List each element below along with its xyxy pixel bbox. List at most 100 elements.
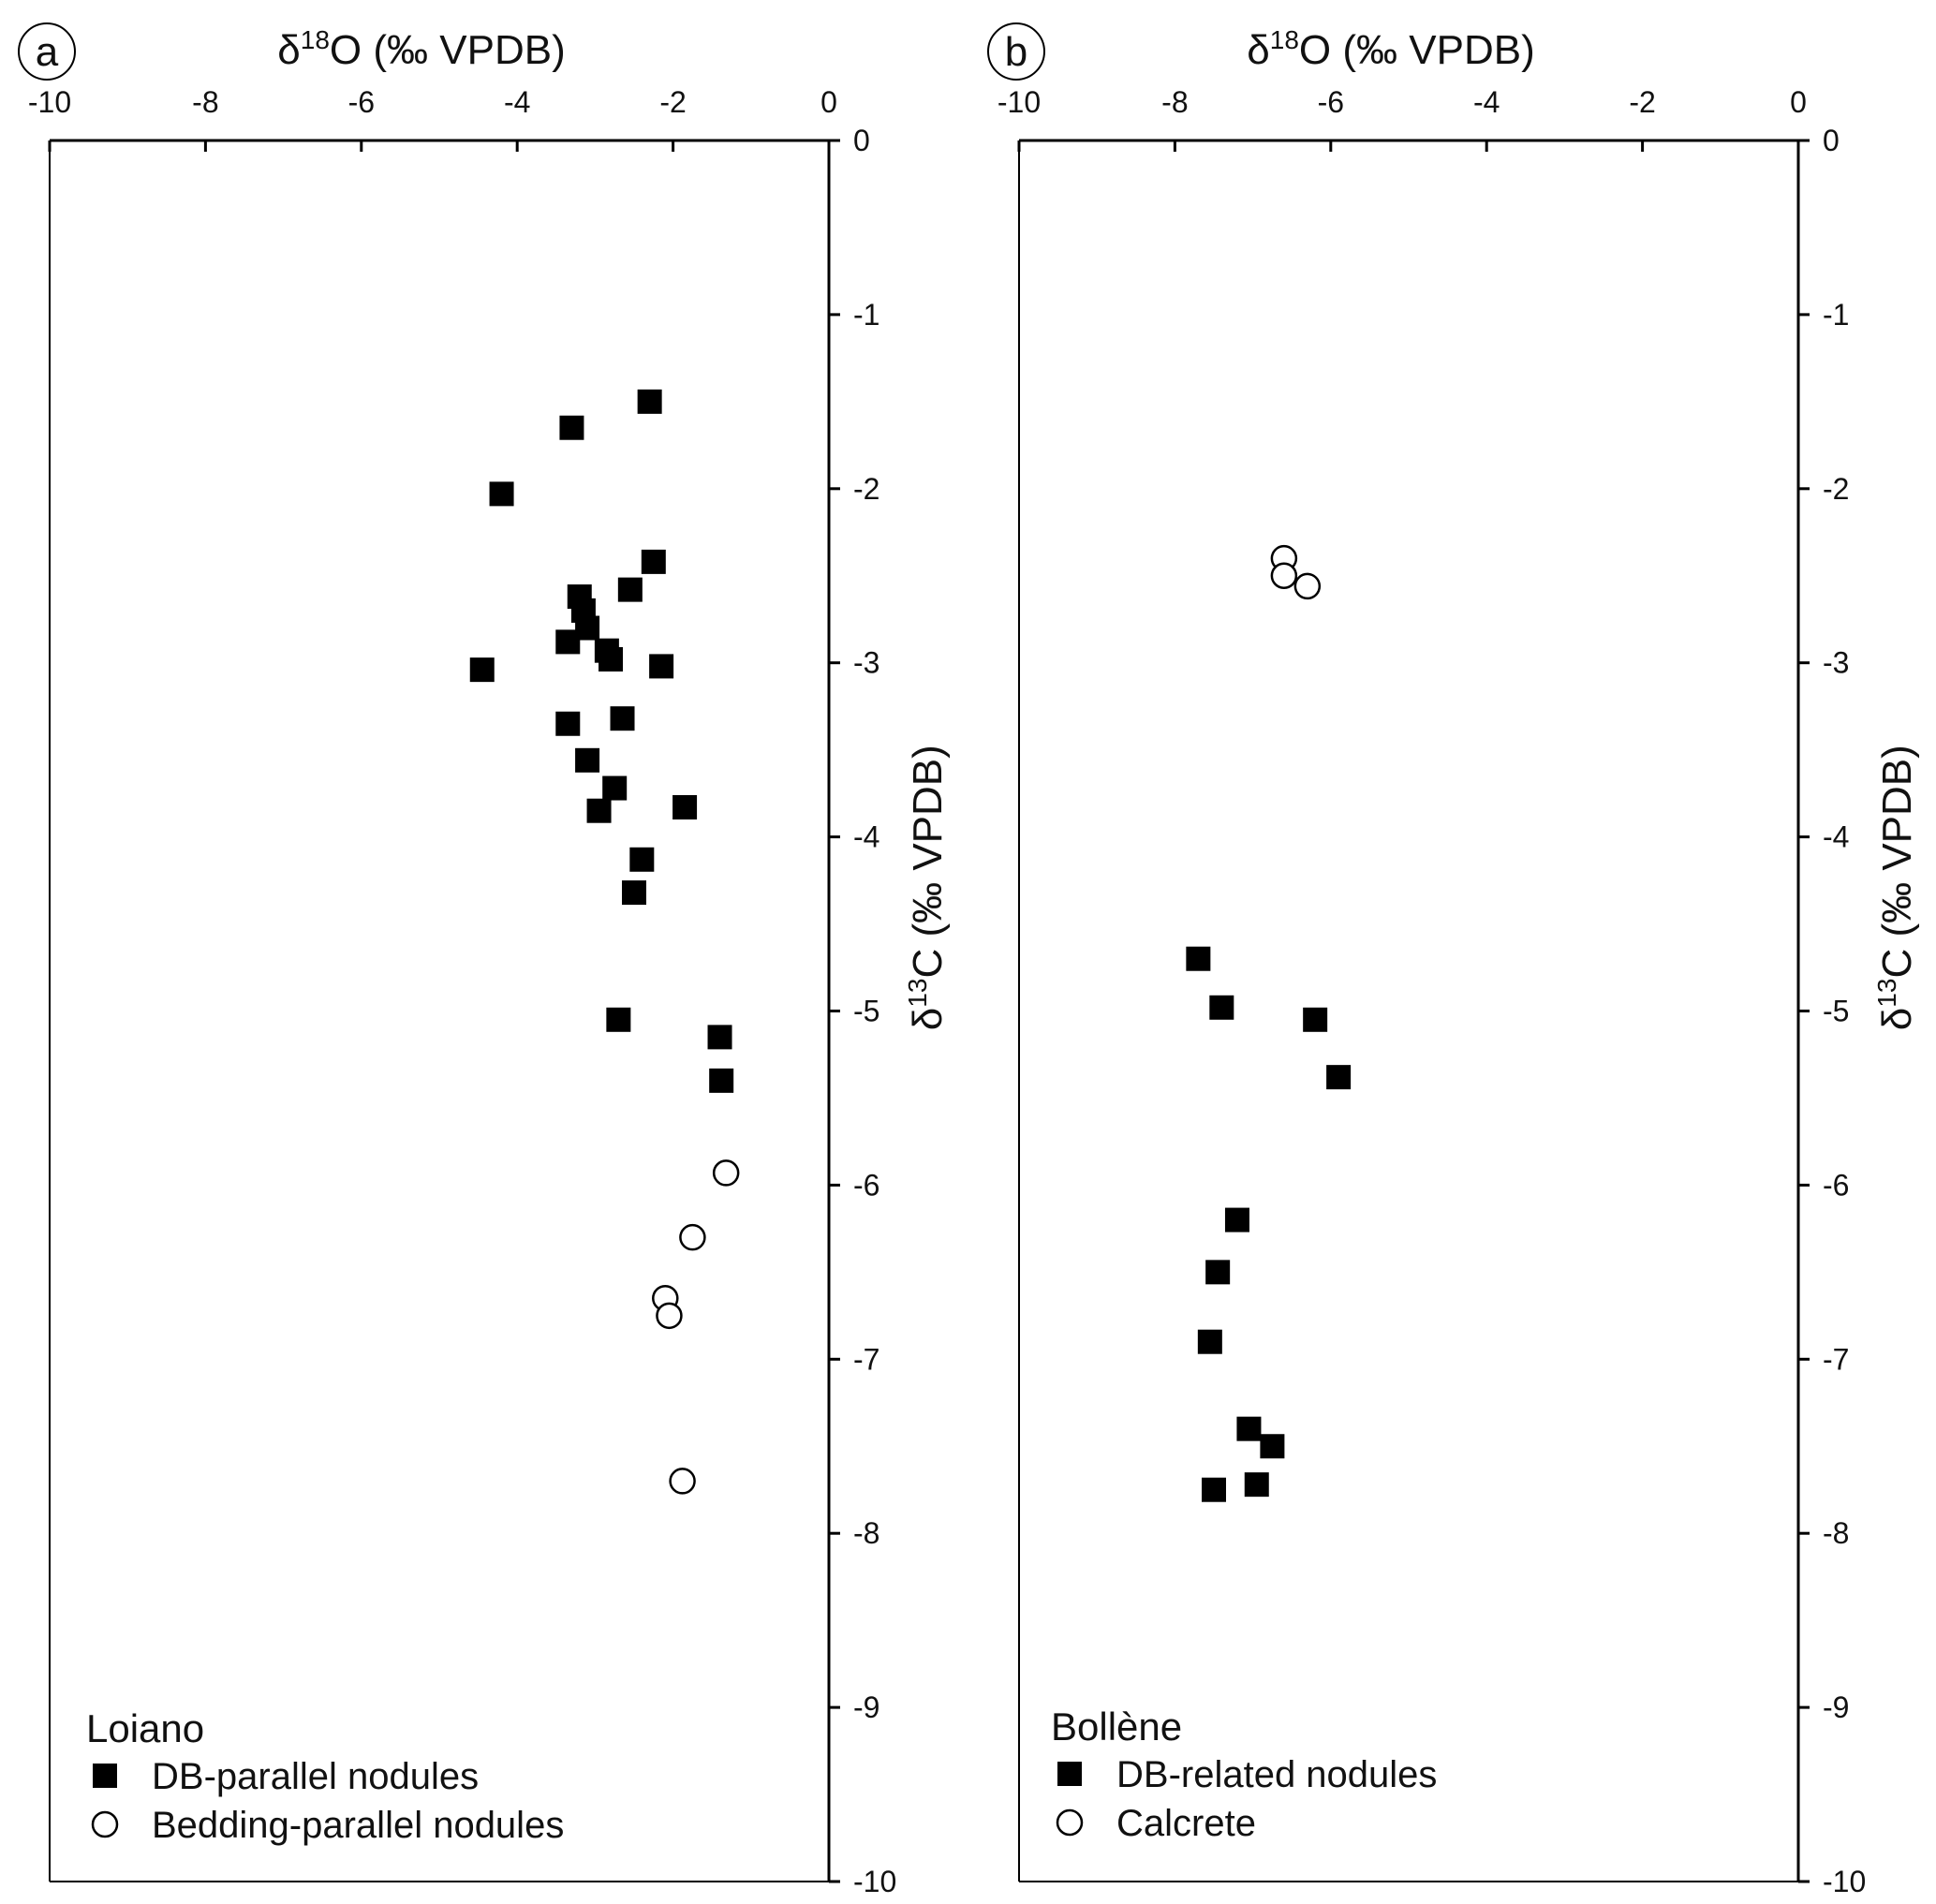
x-tick-label: -6 <box>1318 85 1344 119</box>
y-tick-label: -7 <box>853 1342 879 1376</box>
data-point-square <box>617 577 643 602</box>
legend-entry-label: DB-parallel nodules <box>152 1756 479 1797</box>
x-tick-label: -10 <box>998 85 1041 119</box>
legend-title: Loiano <box>86 1706 204 1750</box>
y-tick-label: -4 <box>1823 820 1849 854</box>
y-axis-title-rest: C (‰ VPDB) <box>905 745 951 978</box>
panel-letter: b <box>1005 29 1027 75</box>
data-point-square <box>1236 1416 1262 1441</box>
panel-a: -10 -8 -6 -4 -2 00-1-2-3-4-5-6-7-8-9-10a δ18O … <box>18 22 951 1898</box>
data-point-circle <box>679 1223 706 1251</box>
y-axis-title-main: δ <box>905 1008 951 1031</box>
x-tick-label: 0 <box>1790 85 1807 119</box>
y-tick-label: -8 <box>853 1516 879 1550</box>
y-axis-title-main: δ <box>1874 1008 1920 1031</box>
x-axis-title-rest: O (‰ VPDB) <box>330 27 566 73</box>
series-0 <box>1186 946 1352 1502</box>
legend: Bollène DB-related nodules Calcrete <box>1051 1705 1437 1844</box>
x-axis-title-sup: 18 <box>301 25 330 54</box>
y-tick-label: -7 <box>1823 1342 1849 1376</box>
y-tick-label: -4 <box>853 820 879 854</box>
data-point-square <box>1303 1007 1328 1032</box>
y-tick-label: -10 <box>853 1865 896 1898</box>
data-point-square <box>469 657 495 683</box>
y-axis-title: δ13C (‰ VPDB) <box>1872 745 1920 1030</box>
data-point-square <box>1197 1329 1222 1354</box>
data-point-square <box>575 747 600 773</box>
panel-b: -10 -8 -6 -4 -2 00-1-2-3-4-5-6-7-8-9-10b δ18O … <box>987 22 1920 1898</box>
y-tick-label: -1 <box>853 298 879 332</box>
x-tick-label: -4 <box>1473 85 1500 119</box>
data-point-square <box>602 775 628 801</box>
y-tick-label: -2 <box>853 472 879 506</box>
data-point-square <box>641 549 666 574</box>
series-0 <box>469 389 734 1093</box>
data-point-square <box>559 415 584 440</box>
x-tick-label: -4 <box>504 85 530 119</box>
panel-letter-circle <box>18 22 76 81</box>
data-point-square <box>629 847 655 872</box>
data-point-square <box>1209 995 1234 1020</box>
legend-marker-circle <box>91 1810 119 1838</box>
x-tick-label: -2 <box>659 85 686 119</box>
x-axis-title-main: δ <box>1247 27 1270 73</box>
panel-letter-circle <box>987 22 1045 81</box>
legend-marker-circle <box>1056 1808 1084 1837</box>
y-tick-label: -2 <box>1823 472 1849 506</box>
data-point-square <box>555 629 581 655</box>
data-point-square <box>586 798 612 823</box>
y-tick-label: -3 <box>1823 646 1849 680</box>
y-tick-label: -9 <box>1823 1690 1849 1724</box>
data-point-square <box>610 706 635 731</box>
legend-entry-label: Bedding-parallel nodules <box>152 1805 564 1846</box>
y-tick-label: -5 <box>853 995 879 1028</box>
y-axis-title-sup: 13 <box>1872 979 1901 1008</box>
x-axis-title-sup: 18 <box>1270 25 1299 54</box>
series-1 <box>652 1159 740 1495</box>
data-point-circle <box>656 1302 683 1330</box>
x-tick-label: -8 <box>192 85 218 119</box>
y-tick-label: -6 <box>853 1168 879 1202</box>
legend-marker-square <box>93 1764 117 1788</box>
x-tick-label: 0 <box>820 85 837 119</box>
data-point-square <box>622 880 646 906</box>
data-point-square <box>606 1007 631 1032</box>
data-point-circle <box>1293 572 1322 600</box>
data-point-circle <box>712 1159 740 1187</box>
x-tick-label: -6 <box>348 85 375 119</box>
data-point-circle <box>1270 562 1298 589</box>
data-point-square <box>637 389 662 414</box>
data-point-square <box>707 1025 732 1050</box>
data-point-square <box>649 654 674 679</box>
data-point-square <box>1202 1477 1226 1502</box>
legend-marker-square <box>1057 1762 1082 1786</box>
x-tick-label: -2 <box>1629 85 1655 119</box>
data-point-square <box>555 711 581 736</box>
y-tick-label: -6 <box>1823 1168 1849 1202</box>
data-point-square <box>1260 1434 1285 1459</box>
x-axis-title-main: δ <box>277 27 301 73</box>
data-point-square <box>1205 1260 1231 1285</box>
data-point-square <box>489 481 514 507</box>
x-axis-title: δ18O (‰ VPDB) <box>277 25 565 73</box>
legend-title: Bollène <box>1051 1705 1182 1749</box>
y-tick-label: -5 <box>1823 995 1849 1028</box>
x-tick-label: -8 <box>1161 85 1188 119</box>
legend: Loiano DB-parallel nodules Bedding-paralle… <box>86 1706 564 1846</box>
x-axis-title: δ18O (‰ VPDB) <box>1247 25 1534 73</box>
data-point-square <box>672 794 698 819</box>
legend-entry-label: Calcrete <box>1116 1803 1256 1844</box>
x-tick-label: -10 <box>28 85 71 119</box>
data-point-square <box>1326 1065 1352 1090</box>
data-point-square <box>1244 1472 1269 1498</box>
y-tick-label: -1 <box>1823 298 1849 332</box>
data-point-square <box>1186 946 1211 971</box>
y-tick-label: -3 <box>853 646 879 680</box>
y-tick-label: -8 <box>1823 1516 1849 1550</box>
series-1 <box>1270 544 1322 600</box>
x-axis-title-rest: O (‰ VPDB) <box>1299 27 1535 73</box>
data-point-square <box>599 646 624 672</box>
y-tick-label: -9 <box>853 1690 879 1724</box>
data-point-square <box>1224 1207 1249 1232</box>
